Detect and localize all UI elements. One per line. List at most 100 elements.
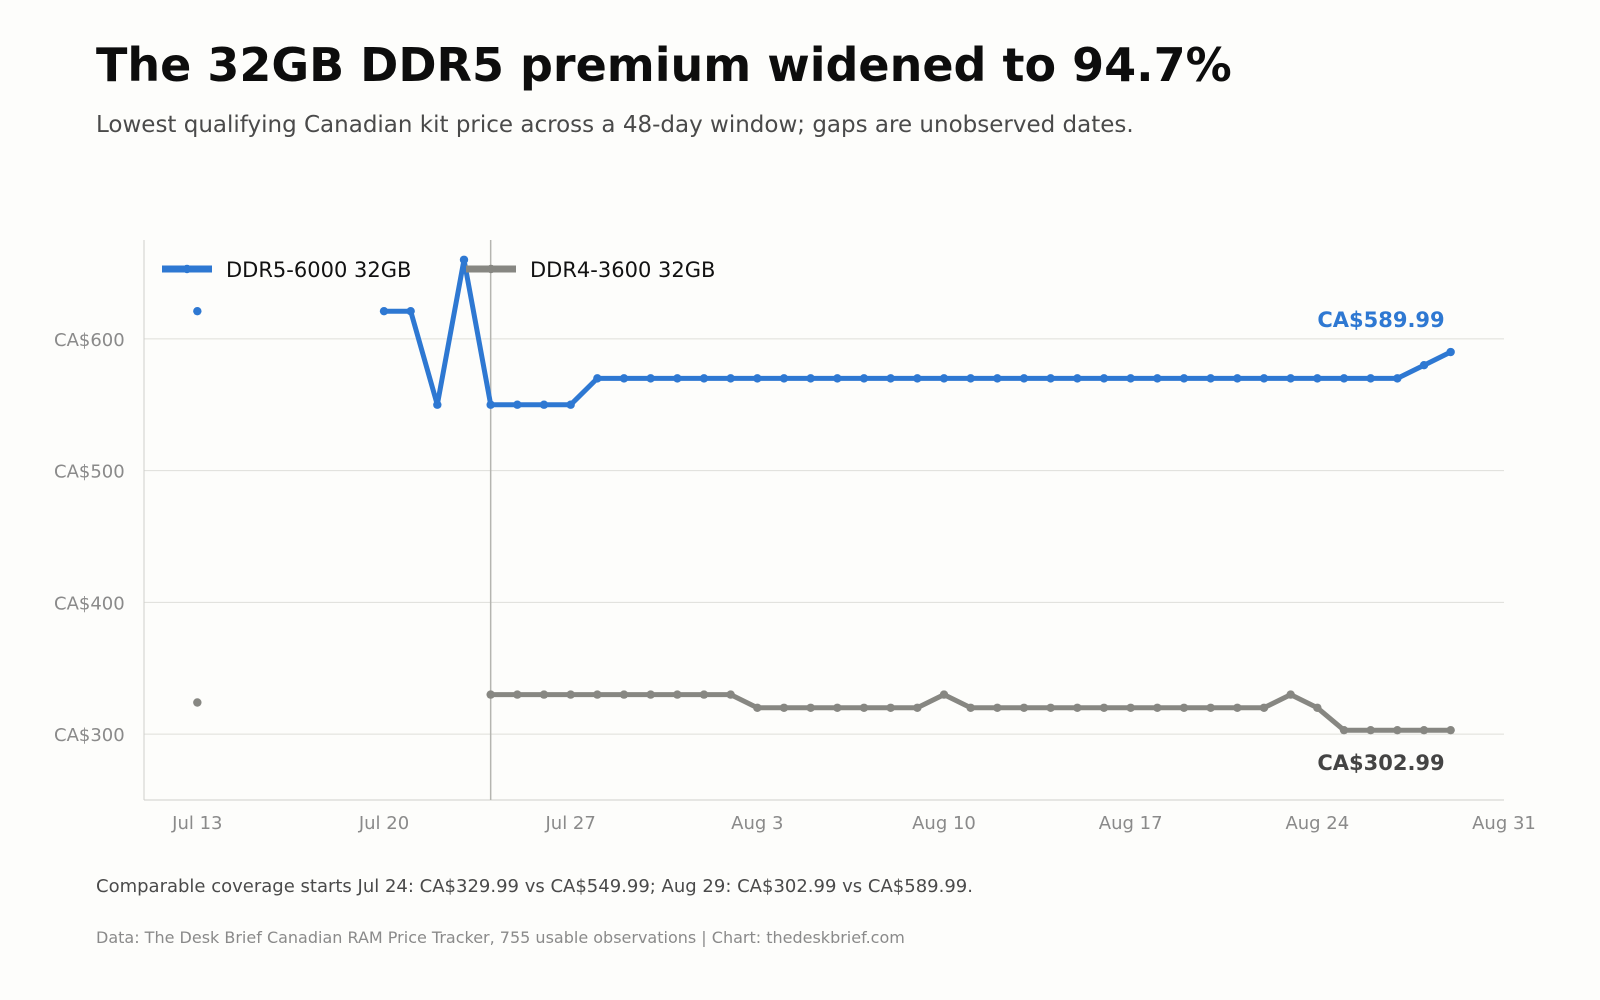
legend-marker <box>182 264 192 274</box>
data-point <box>833 374 842 383</box>
data-point <box>1419 725 1429 735</box>
x-tick-label: Aug 3 <box>731 813 783 834</box>
data-point <box>886 374 895 383</box>
data-point <box>1366 374 1375 383</box>
data-point <box>1393 725 1402 735</box>
data-point <box>859 703 869 712</box>
x-tick-label: Jul 13 <box>171 813 222 834</box>
data-point <box>646 690 655 699</box>
series-lines <box>193 255 1455 735</box>
data-point <box>833 703 842 712</box>
coverage-footnote: Comparable coverage starts Jul 24: CA$32… <box>96 876 973 897</box>
data-point <box>433 400 442 409</box>
legend-marker <box>486 264 496 274</box>
data-point <box>1286 690 1295 699</box>
end-labels: CA$589.99 CA$302.99 <box>1317 308 1444 775</box>
data-point <box>1339 725 1349 735</box>
data-point <box>1393 374 1402 383</box>
data-point <box>193 306 202 316</box>
data-point <box>646 374 655 383</box>
data-point <box>1046 703 1055 712</box>
data-point <box>1419 360 1429 370</box>
data-point <box>1206 703 1215 712</box>
x-tick-label: Aug 10 <box>912 813 976 834</box>
data-point <box>966 374 975 383</box>
data-point <box>726 374 735 383</box>
data-point <box>939 690 949 699</box>
data-point <box>539 400 549 409</box>
data-point <box>1446 347 1455 357</box>
data-point <box>779 703 789 712</box>
data-point <box>1206 374 1215 383</box>
chart-subtitle: Lowest qualifying Canadian kit price acr… <box>96 112 1134 138</box>
data-point <box>379 306 389 316</box>
data-point <box>486 400 495 409</box>
data-point <box>619 374 629 383</box>
data-point <box>406 306 415 316</box>
data-point <box>1366 725 1375 735</box>
data-point <box>1073 703 1082 712</box>
data-point <box>913 703 922 712</box>
data-point <box>593 374 602 383</box>
data-point <box>1446 725 1455 735</box>
y-tick-label: CA$400 <box>54 593 125 614</box>
data-point <box>1313 703 1322 712</box>
data-point <box>593 690 602 699</box>
data-point <box>1153 374 1162 383</box>
data-point <box>566 400 575 409</box>
data-point <box>939 374 949 383</box>
legend: DDR5-6000 32GB DDR4-3600 32GB <box>162 258 715 282</box>
gridlines <box>144 338 1504 735</box>
data-point <box>1339 374 1349 383</box>
data-point <box>1126 374 1135 383</box>
data-point <box>993 374 1002 383</box>
data-point <box>1286 374 1295 383</box>
data-point <box>1153 703 1162 712</box>
y-tick-label: CA$500 <box>54 462 125 483</box>
x-tick-label: Aug 31 <box>1472 813 1536 834</box>
legend-label: DDR5-6000 32GB <box>226 258 411 282</box>
data-point <box>193 698 202 707</box>
data-point <box>859 374 869 383</box>
x-tick-label: Aug 24 <box>1285 813 1349 834</box>
data-point <box>1019 374 1029 383</box>
data-point <box>779 374 789 383</box>
data-point <box>1126 703 1135 712</box>
data-point <box>1019 703 1029 712</box>
data-point <box>913 374 922 383</box>
data-point <box>459 255 469 264</box>
chart-title: The 32GB DDR5 premium widened to 94.7% <box>96 38 1232 92</box>
series-ddr5 <box>193 255 1455 409</box>
data-point <box>1233 703 1242 712</box>
data-point <box>699 690 709 699</box>
data-point <box>486 690 495 699</box>
data-point <box>886 703 895 712</box>
data-point <box>1259 703 1269 712</box>
data-point <box>699 374 709 383</box>
data-point <box>753 703 762 712</box>
data-point <box>993 703 1002 712</box>
data-point <box>566 690 575 699</box>
data-point <box>753 374 762 383</box>
data-point <box>539 690 549 699</box>
data-point <box>1313 374 1322 383</box>
data-point <box>673 690 682 699</box>
source-note: Data: The Desk Brief Canadian RAM Price … <box>96 928 905 947</box>
axes: CA$300 CA$400 CA$500 CA$600 Jul 13 Jul 20 Jul … <box>54 240 1536 834</box>
data-point <box>513 690 522 699</box>
data-point <box>1099 374 1109 383</box>
series-end-label: CA$302.99 <box>1317 751 1444 775</box>
x-tick-label: Aug 17 <box>1099 813 1163 834</box>
data-point <box>966 703 975 712</box>
data-point <box>673 374 682 383</box>
data-point <box>1233 374 1242 383</box>
data-point <box>806 374 815 383</box>
data-point <box>1099 703 1109 712</box>
data-point <box>1046 374 1055 383</box>
data-point <box>513 400 522 409</box>
y-tick-label: CA$600 <box>54 330 125 351</box>
data-point <box>726 690 735 699</box>
data-point <box>1073 374 1082 383</box>
x-tick-label: Jul 20 <box>358 813 409 834</box>
